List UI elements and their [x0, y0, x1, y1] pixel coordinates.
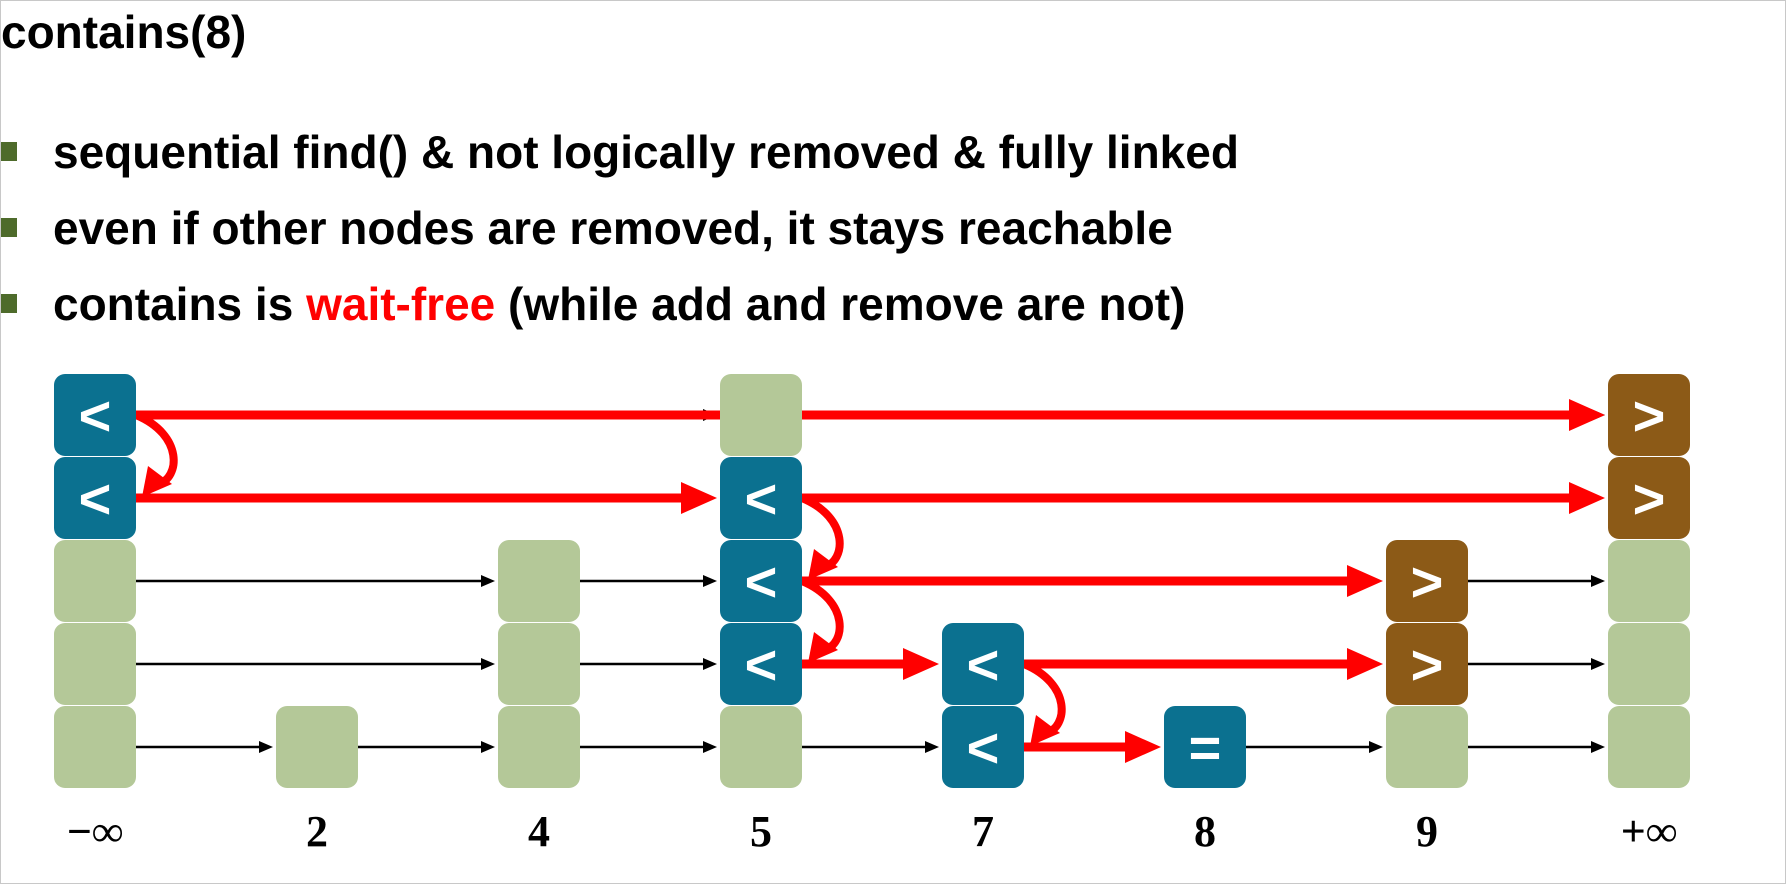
link-arrowhead [703, 575, 717, 587]
search-path-arrowhead [1569, 399, 1605, 431]
key-label: 4 [528, 807, 550, 856]
comparison-symbol: < [745, 467, 778, 530]
descend-arrowhead [808, 632, 838, 663]
descend-arrowhead [808, 549, 838, 580]
link-arrowhead [259, 741, 273, 753]
bullet-3: contains is wait-free (while add and rem… [1, 277, 1186, 331]
bullet-1: sequential find() & not logically remove… [1, 125, 1239, 179]
node-visited [720, 540, 802, 622]
node-greater [1386, 623, 1468, 705]
link-arrowhead [481, 575, 495, 587]
node [1386, 706, 1468, 788]
search-path-arrowhead [1347, 648, 1383, 680]
bullet-3-prefix: contains is [53, 278, 307, 330]
link-arrowhead [481, 741, 495, 753]
node [720, 706, 802, 788]
link-arrowhead [925, 741, 939, 753]
node [54, 623, 136, 705]
comparison-symbol: > [1633, 384, 1666, 447]
comparison-symbol: = [1189, 716, 1222, 779]
node [54, 540, 136, 622]
node-visited [720, 623, 802, 705]
link-arrowhead [703, 741, 717, 753]
node [498, 540, 580, 622]
link-arrowhead [1591, 575, 1605, 587]
bullet-1-text: sequential find() & not logically remove… [53, 126, 1239, 178]
search-path-arrowhead [1347, 565, 1383, 597]
search-path-arrowhead [1125, 731, 1161, 763]
comparison-symbol: < [745, 633, 778, 696]
descend-arrowhead [1030, 715, 1060, 746]
descend-arrowhead [142, 466, 172, 497]
bullet-3-highlight: wait-free [306, 278, 496, 330]
key-label: 2 [306, 807, 328, 856]
node [54, 706, 136, 788]
node-greater [1386, 540, 1468, 622]
node [498, 706, 580, 788]
bullet-2-text: even if other nodes are removed, it stay… [53, 202, 1173, 254]
bullet-2: even if other nodes are removed, it stay… [1, 201, 1173, 255]
comparison-symbol: < [79, 384, 112, 447]
key-label: +∞ [1621, 807, 1677, 856]
node-visited [54, 457, 136, 539]
key-label: 7 [972, 807, 994, 856]
search-path-arrowhead [903, 648, 939, 680]
bullet-3-suffix: (while add and remove are not) [495, 278, 1186, 330]
bullet-square-icon [1, 142, 17, 161]
node-greater [1608, 457, 1690, 539]
comparison-symbol: < [967, 633, 1000, 696]
search-path-arrowhead [681, 482, 717, 514]
node [720, 374, 802, 456]
comparison-symbol: < [79, 467, 112, 530]
node-visited [54, 374, 136, 456]
key-label: −∞ [67, 807, 123, 856]
link-arrowhead [1591, 741, 1605, 753]
node [276, 706, 358, 788]
slide-title: contains(8) [1, 6, 247, 58]
comparison-symbol: < [967, 716, 1000, 779]
node [1608, 540, 1690, 622]
node-visited [1164, 706, 1246, 788]
node-visited [942, 623, 1024, 705]
link-arrowhead [1591, 658, 1605, 670]
bullet-square-icon [1, 218, 17, 237]
key-label: 8 [1194, 807, 1216, 856]
link-arrowhead [703, 658, 717, 670]
node-greater [1608, 374, 1690, 456]
node-visited [720, 457, 802, 539]
comparison-symbol: > [1411, 550, 1444, 613]
search-path-arrowhead [1569, 482, 1605, 514]
comparison-symbol: < [745, 550, 778, 613]
node [1608, 623, 1690, 705]
key-label: 9 [1416, 807, 1438, 856]
bullet-square-icon [1, 294, 17, 313]
comparison-symbol: > [1633, 467, 1666, 530]
node-visited [942, 706, 1024, 788]
link-arrowhead [481, 658, 495, 670]
comparison-symbol: > [1411, 633, 1444, 696]
node [1608, 706, 1690, 788]
node [498, 623, 580, 705]
key-label: 5 [750, 807, 772, 856]
link-arrowhead [1369, 741, 1383, 753]
